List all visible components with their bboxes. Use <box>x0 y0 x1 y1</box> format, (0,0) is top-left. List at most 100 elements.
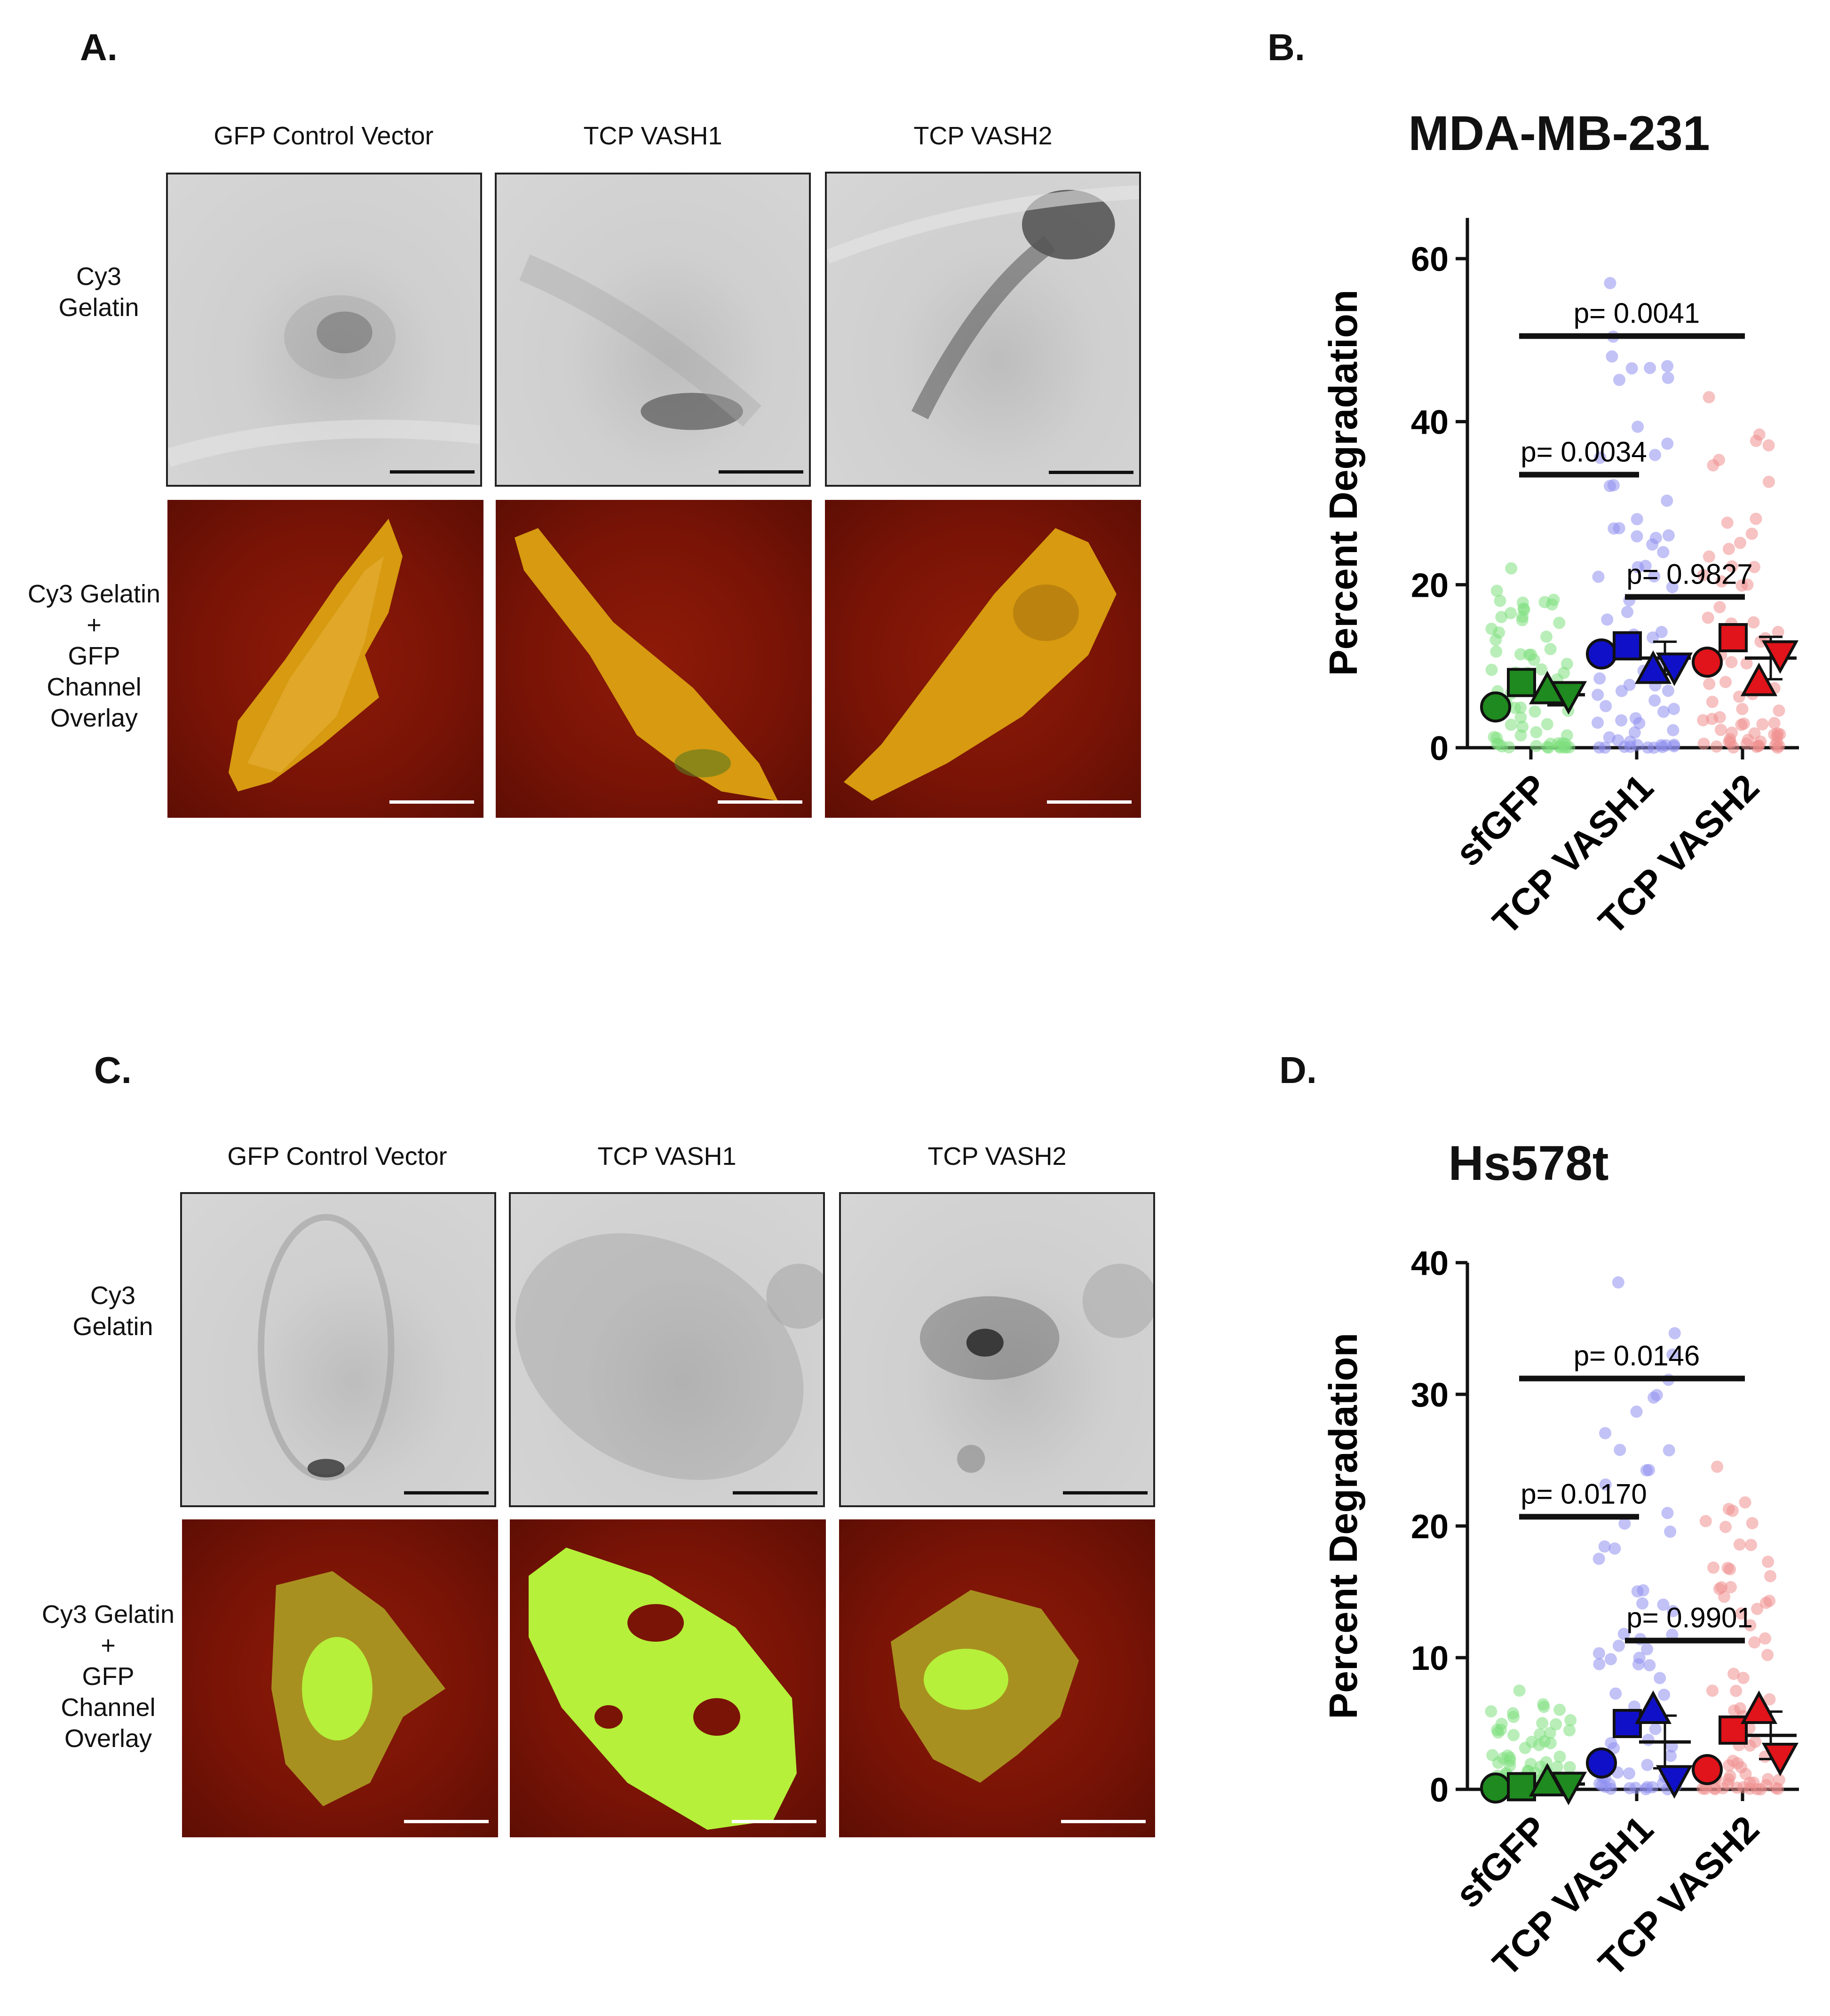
data-point <box>1697 569 1710 581</box>
replicate-square <box>1719 623 1748 652</box>
data-point <box>1717 1782 1729 1795</box>
data-point <box>1516 596 1529 609</box>
data-point <box>1703 550 1715 563</box>
p-value-label: p= 0.9901 <box>1626 1602 1753 1634</box>
data-point <box>1722 1502 1735 1515</box>
data-point <box>1550 1718 1562 1731</box>
replicate-circle <box>1480 1772 1511 1804</box>
replicate-triangle-down <box>1550 1771 1587 1805</box>
data-point <box>1697 737 1710 750</box>
y-tick-label: 20 <box>1411 567 1449 604</box>
chart-b: MDA-MB-231 0 20 40 60 Percent Degradation sfG… <box>1307 94 1830 988</box>
micrograph-art <box>827 185 1139 419</box>
replicate-circle <box>1586 1747 1617 1779</box>
data-point <box>1536 1717 1549 1730</box>
data-point <box>1598 1540 1611 1553</box>
data-point <box>1751 1603 1764 1615</box>
panel-letter-d: D. <box>1279 1049 1317 1091</box>
row-label-text: Cy3 Gelatin + GFP Channel Overlay <box>41 1600 175 1753</box>
data-point <box>1563 1761 1576 1773</box>
data-point <box>1563 1724 1576 1737</box>
panel-letter-b: B. <box>1268 26 1305 68</box>
data-point <box>1721 516 1734 529</box>
data-point <box>1744 1619 1757 1632</box>
data-point <box>1762 1773 1775 1786</box>
col-head-vash2: TCP VASH2 <box>927 1142 1067 1170</box>
data-point <box>1641 741 1654 754</box>
row-label-overlay: Cy3 Gelatin + GFP Channel Overlay <box>19 578 169 734</box>
data-point <box>1706 1684 1719 1697</box>
data-point <box>1739 1496 1751 1509</box>
p-value-label: p= 0.0034 <box>1521 436 1647 467</box>
data-point <box>1534 1728 1546 1741</box>
data-point <box>1657 546 1670 559</box>
data-point <box>1607 479 1620 491</box>
replicate-circle <box>1692 1754 1723 1785</box>
data-point <box>1707 459 1719 472</box>
data-point <box>1593 672 1606 685</box>
y-tick-label: 10 <box>1411 1640 1449 1677</box>
col-head-vash1: TCP VASH1 <box>583 122 722 150</box>
data-point <box>1617 1628 1630 1640</box>
y-axis-label: Percent Degradation <box>1321 1333 1365 1719</box>
data-point <box>1713 601 1726 613</box>
data-point <box>1706 712 1719 725</box>
data-point <box>1726 560 1738 573</box>
data-point <box>1666 1605 1679 1618</box>
data-point <box>1661 437 1674 450</box>
data-point <box>1505 719 1517 731</box>
data-point <box>1618 1517 1631 1530</box>
data-point <box>1662 372 1674 384</box>
data-point <box>1762 1556 1775 1568</box>
micrograph-art <box>168 295 480 467</box>
data-point <box>1506 1707 1519 1720</box>
data-point <box>1493 626 1505 639</box>
data-point <box>1771 727 1784 740</box>
data-point <box>1601 613 1614 626</box>
data-point <box>1614 1444 1626 1456</box>
data-point <box>1772 1782 1784 1795</box>
data-point <box>1702 611 1714 624</box>
replicate-triangle-up <box>1634 650 1672 684</box>
data-point <box>1503 741 1515 754</box>
data-point <box>1621 606 1634 618</box>
data-point <box>1649 531 1662 544</box>
scale-bar <box>718 800 802 804</box>
micrograph-art <box>919 1264 1153 1473</box>
data-point <box>1719 1520 1732 1533</box>
data-point <box>1750 513 1762 525</box>
data-point <box>1553 617 1566 629</box>
data-point <box>1668 740 1680 752</box>
data-point <box>1736 703 1749 715</box>
data-point <box>1485 664 1498 676</box>
data-point <box>1593 1658 1606 1670</box>
row-label-text: Cy3 Gelatin <box>58 262 139 322</box>
data-point <box>1599 1780 1612 1793</box>
p-value-label: p= 0.0041 <box>1574 298 1700 329</box>
data-point <box>1525 648 1537 661</box>
micrograph-a-overlay-vash2 <box>825 500 1141 818</box>
data-point <box>1654 1672 1666 1684</box>
micrograph-c-overlay-vash2 <box>839 1519 1155 1837</box>
data-point <box>1625 362 1638 375</box>
scale-bar <box>1047 800 1132 804</box>
data-point <box>1608 1542 1621 1555</box>
data-point <box>1650 1389 1663 1401</box>
data-point <box>1703 391 1715 403</box>
x-tick-label: sfGFP <box>1447 1808 1555 1916</box>
data-point <box>1648 570 1661 583</box>
data-point <box>1594 451 1607 464</box>
y-tick-label: 60 <box>1411 241 1449 278</box>
chart-title: MDA-MB-231 <box>1408 106 1710 161</box>
col-head-gfp-control: GFP Control Vector <box>227 1142 447 1170</box>
data-point <box>1545 598 1558 611</box>
row-label-cy3: Cy3 Gelatin <box>28 261 169 323</box>
data-point <box>1495 611 1508 624</box>
micrograph-art <box>271 1571 445 1806</box>
data-point <box>1609 1687 1622 1700</box>
data-point <box>1719 676 1732 688</box>
data-point <box>1668 703 1680 715</box>
data-point <box>1505 607 1517 619</box>
data-point <box>1537 1698 1550 1711</box>
replicate-circle <box>1586 638 1617 670</box>
